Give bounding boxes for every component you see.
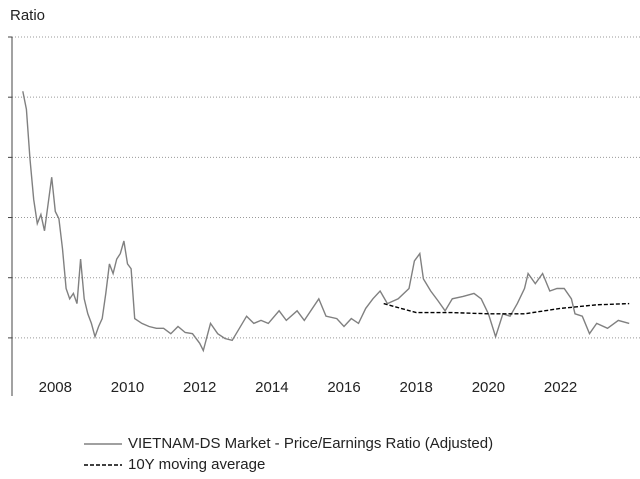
x-tick-label: 2014 [255, 379, 288, 396]
x-tick-label: 2022 [544, 379, 577, 396]
chart-title: Ratio [10, 7, 45, 24]
x-tick-label: 2020 [472, 379, 505, 396]
x-tick-label: 2016 [327, 379, 360, 396]
series-line [383, 302, 630, 315]
x-tick-label: 2018 [400, 379, 433, 396]
legend-label: 10Y moving average [128, 456, 265, 473]
legend-label: VIETNAM-DS Market - Price/Earnings Ratio… [128, 435, 493, 452]
x-tick-label: 2008 [39, 379, 72, 396]
x-tick-label: 2012 [183, 379, 216, 396]
series-line [22, 91, 630, 353]
x-tick-label: 2010 [111, 379, 144, 396]
